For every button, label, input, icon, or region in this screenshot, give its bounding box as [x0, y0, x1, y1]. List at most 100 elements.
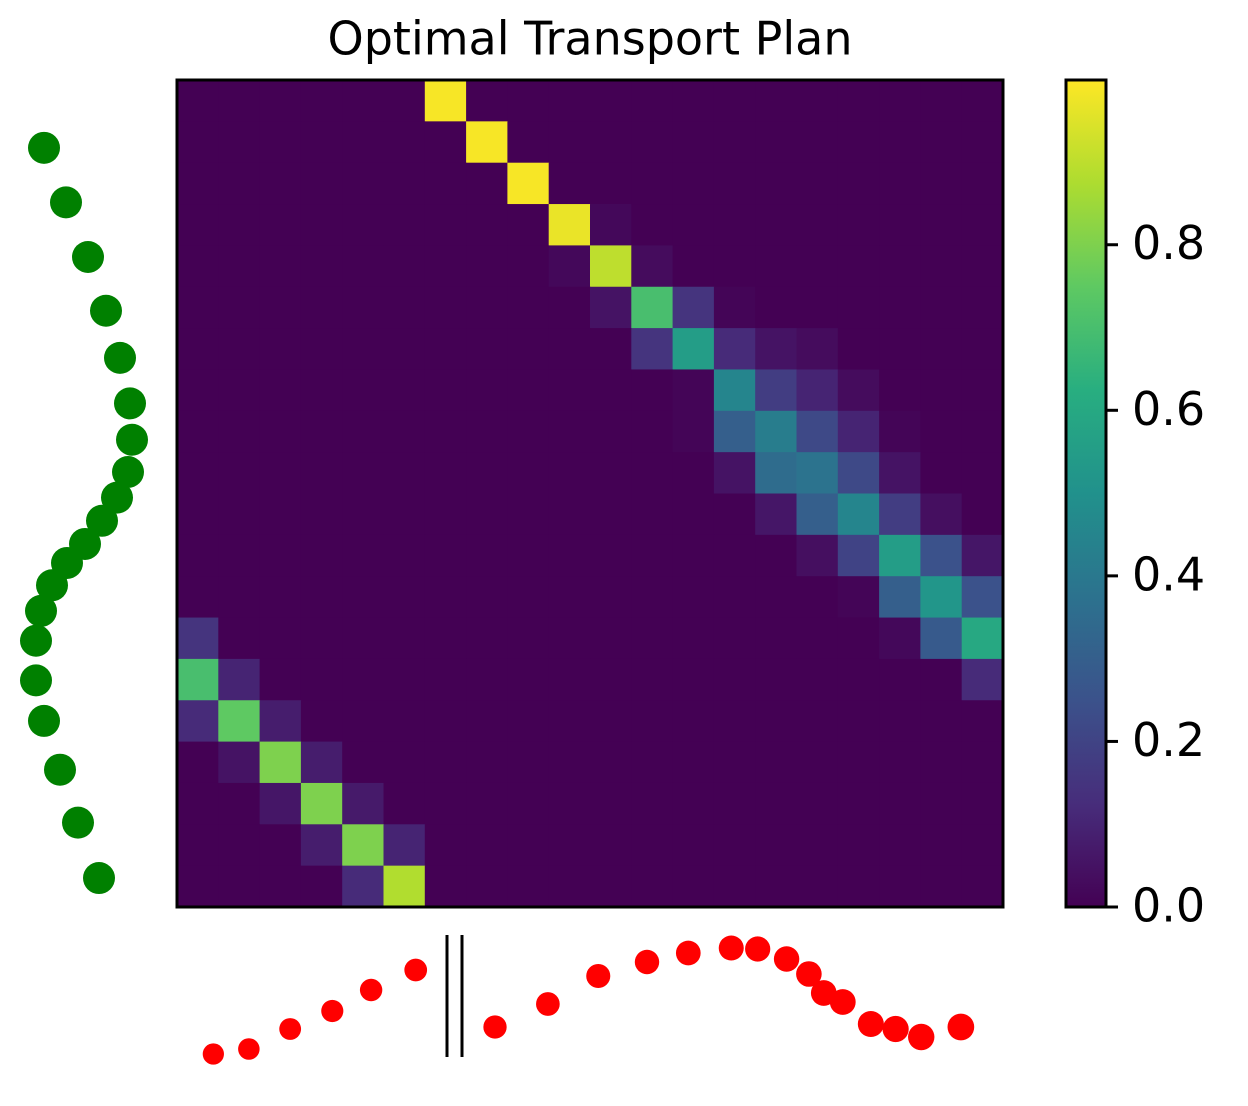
heatmap-cell	[548, 80, 591, 122]
heatmap-cell	[383, 617, 426, 660]
heatmap-cell	[259, 534, 302, 577]
heatmap-cell	[961, 824, 1004, 867]
target-point	[586, 963, 611, 989]
heatmap-cell	[590, 410, 632, 453]
heatmap-cell	[507, 162, 550, 205]
heatmap-cell	[218, 576, 261, 619]
heatmap-cell	[961, 452, 1004, 494]
heatmap-cell	[961, 493, 1004, 536]
heatmap-cell	[383, 452, 426, 494]
target-point	[796, 961, 822, 987]
heatmap-cell	[383, 410, 426, 453]
heatmap-cell	[672, 493, 715, 536]
heatmap-cell	[879, 700, 921, 743]
heatmap-cell	[755, 782, 797, 825]
heatmap-cell	[177, 534, 219, 577]
heatmap-cell	[259, 617, 302, 660]
heatmap-cell	[218, 700, 261, 743]
heatmap-cell	[755, 534, 797, 577]
heatmap-cell	[837, 121, 880, 164]
heatmap-cell	[837, 617, 880, 660]
heatmap-cell	[920, 865, 963, 908]
heatmap-cell	[218, 328, 261, 370]
heatmap-cell	[177, 121, 219, 164]
heatmap-cell	[218, 245, 261, 288]
heatmap-cell	[466, 576, 508, 619]
heatmap-cell	[300, 493, 343, 536]
heatmap-cell	[342, 121, 384, 164]
heatmap-cell	[507, 700, 550, 743]
heatmap-cell	[507, 865, 550, 908]
heatmap-cell	[424, 204, 467, 246]
heatmap-cell	[177, 286, 219, 329]
heatmap-cell	[672, 576, 715, 619]
heatmap-cell	[879, 369, 921, 412]
heatmap-cell	[713, 741, 756, 784]
heatmap-cell	[177, 204, 219, 246]
heatmap-cell	[507, 204, 550, 246]
heatmap-cell	[507, 245, 550, 288]
heatmap-cell	[631, 369, 674, 412]
heatmap-cell	[342, 286, 384, 329]
heatmap-cell	[383, 865, 426, 908]
heatmap-cell	[342, 617, 384, 660]
heatmap-cell	[383, 245, 426, 288]
heatmap-cell	[466, 824, 508, 867]
heatmap-cell	[383, 80, 426, 122]
heatmap-cell	[590, 576, 632, 619]
heatmap-cell	[672, 741, 715, 784]
heatmap-cell	[631, 286, 674, 329]
heatmap-cell	[300, 700, 343, 743]
heatmap-cell	[879, 410, 921, 453]
heatmap-cell	[631, 121, 674, 164]
source-point	[28, 131, 60, 164]
heatmap-cell	[755, 410, 797, 453]
heatmap-cell	[548, 782, 591, 825]
heatmap-cell	[631, 204, 674, 246]
heatmap-cell	[590, 534, 632, 577]
heatmap-cell	[879, 162, 921, 205]
heatmap-cell	[424, 617, 467, 660]
heatmap-cell	[218, 865, 261, 908]
heatmap-cell	[300, 782, 343, 825]
heatmap-cell	[837, 658, 880, 701]
heatmap-cell	[424, 534, 467, 577]
heatmap-cell	[920, 80, 963, 122]
heatmap-cell	[548, 121, 591, 164]
target-point	[857, 1010, 884, 1038]
heatmap-cell	[755, 204, 797, 246]
heatmap-cell	[713, 245, 756, 288]
heatmap-cell	[424, 162, 467, 205]
heatmap-cell	[879, 865, 921, 908]
heatmap-cell	[424, 410, 467, 453]
heatmap-cell	[713, 204, 756, 246]
heatmap-cell	[548, 534, 591, 577]
heatmap-cell	[300, 576, 343, 619]
heatmap-cell	[879, 576, 921, 619]
heatmap-cell	[631, 824, 674, 867]
heatmap-cell	[342, 658, 384, 701]
heatmap-cell	[548, 286, 591, 329]
heatmap-cell	[300, 658, 343, 701]
heatmap-cell	[879, 328, 921, 370]
heatmap-cell	[920, 162, 963, 205]
heatmap-cell	[879, 741, 921, 784]
heatmap-cell	[961, 534, 1004, 577]
heatmap-cell	[342, 369, 384, 412]
heatmap-cell	[218, 658, 261, 701]
heatmap-cell	[424, 865, 467, 908]
heatmap-cell	[837, 162, 880, 205]
heatmap-cell	[713, 410, 756, 453]
heatmap-cell	[796, 782, 839, 825]
heatmap-cell	[383, 700, 426, 743]
heatmap-cell	[548, 741, 591, 784]
heatmap-cell	[507, 369, 550, 412]
heatmap-cell	[631, 162, 674, 205]
heatmap-cell	[920, 493, 963, 536]
source-point	[86, 504, 118, 537]
heatmap-cell	[837, 410, 880, 453]
heatmap-cell	[796, 80, 839, 122]
heatmap-cell	[672, 700, 715, 743]
heatmap-cell	[507, 493, 550, 536]
colorbar-tick-label: 0.2	[1132, 713, 1205, 767]
